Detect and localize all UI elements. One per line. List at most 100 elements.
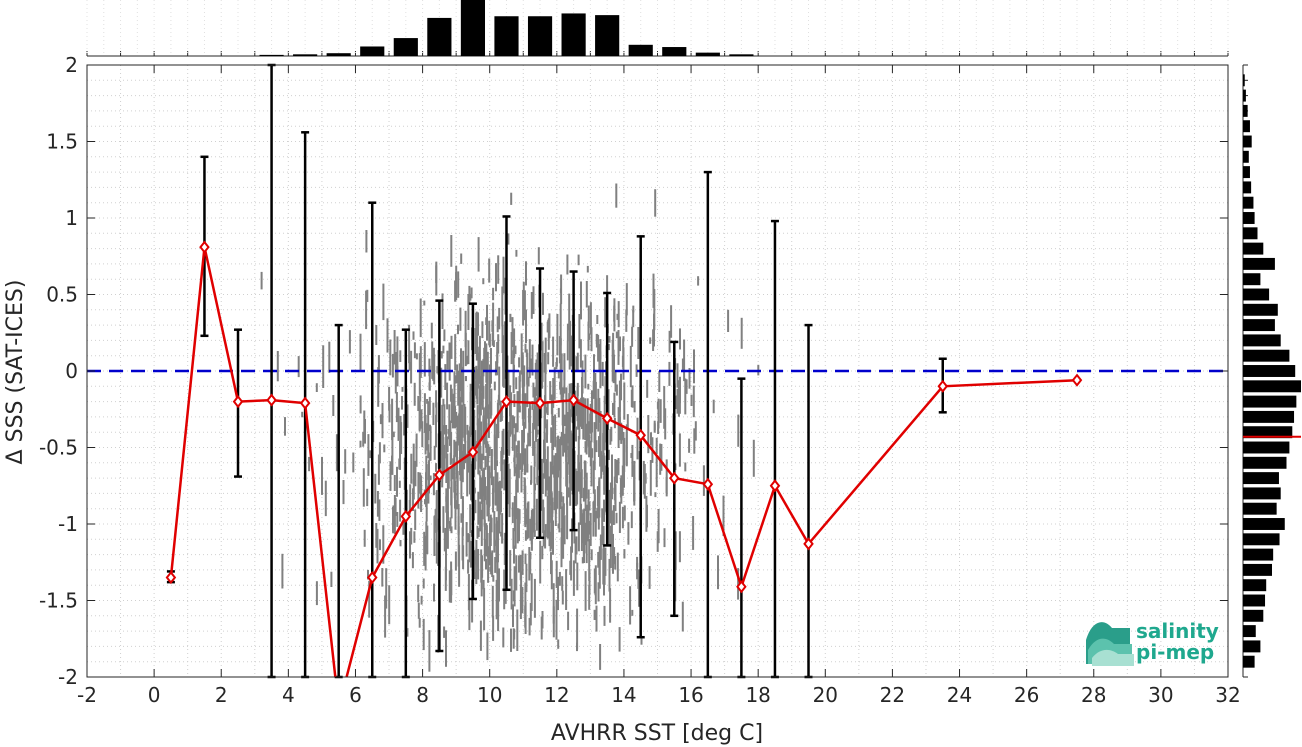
top-hist-bar bbox=[326, 53, 351, 56]
scatter-point bbox=[510, 192, 513, 205]
scatter-point bbox=[568, 383, 571, 394]
scatter-point bbox=[507, 463, 510, 505]
scatter-point bbox=[412, 331, 415, 340]
scatter-point bbox=[488, 320, 491, 346]
scatter-point bbox=[503, 321, 506, 357]
scatter-point bbox=[477, 356, 480, 389]
scatter-point bbox=[322, 345, 325, 388]
scatter-point bbox=[432, 355, 435, 381]
scatter-point bbox=[485, 317, 488, 325]
scatter-point bbox=[459, 451, 462, 481]
right-hist-bar bbox=[1243, 273, 1261, 286]
scatter-point bbox=[344, 449, 347, 474]
scatter-point bbox=[491, 332, 494, 346]
scatter-point bbox=[586, 265, 589, 273]
right-hist-bar bbox=[1243, 181, 1252, 194]
x-tick-label: 16 bbox=[678, 683, 703, 707]
right-hist-bar bbox=[1243, 410, 1295, 423]
scatter-point bbox=[523, 477, 526, 494]
scatter-point bbox=[366, 488, 369, 507]
scatter-point bbox=[657, 398, 660, 429]
scatter-point bbox=[425, 455, 428, 481]
scatter-point bbox=[598, 477, 601, 518]
scatter-point bbox=[737, 414, 740, 447]
scatter-point bbox=[603, 475, 606, 495]
scatter-point bbox=[498, 307, 501, 330]
scatter-point bbox=[473, 366, 476, 408]
scatter-point bbox=[492, 575, 495, 582]
scatter-point bbox=[571, 518, 573, 553]
scatter-point bbox=[454, 551, 457, 571]
scatter-point bbox=[469, 383, 472, 412]
scatter-point bbox=[522, 413, 525, 426]
scatter-point bbox=[668, 361, 671, 386]
scatter-point bbox=[587, 421, 590, 446]
scatter-point bbox=[433, 515, 436, 533]
scatter-point bbox=[465, 522, 468, 557]
scatter-point bbox=[550, 552, 552, 575]
scatter-point bbox=[532, 286, 535, 314]
scatter-point bbox=[422, 618, 425, 651]
scatter-point bbox=[475, 355, 478, 361]
scatter-point bbox=[684, 462, 687, 472]
y-tick-label: -1.5 bbox=[39, 589, 78, 613]
scatter-point bbox=[568, 360, 571, 370]
scatter-point bbox=[485, 539, 487, 557]
scatter-point bbox=[540, 458, 543, 481]
scatter-point bbox=[461, 527, 464, 561]
scatter-point bbox=[466, 453, 469, 497]
scatter-point bbox=[468, 599, 471, 631]
scatter-point bbox=[426, 399, 429, 404]
scatter-point bbox=[560, 353, 563, 369]
scatter-point bbox=[442, 425, 445, 448]
mean-marker bbox=[736, 580, 747, 594]
scatter-point bbox=[440, 351, 443, 359]
scatter-point bbox=[529, 603, 532, 626]
scatter-point bbox=[494, 557, 497, 573]
y-tick-labels: 2 1.5 1 0.5 0 -0.5 -1 -1.5 -2 bbox=[39, 53, 78, 689]
scatter-point bbox=[491, 320, 494, 332]
scatter-point bbox=[464, 310, 467, 348]
scatter-point bbox=[536, 352, 539, 385]
scatter-point bbox=[382, 525, 385, 564]
scatter-point bbox=[542, 292, 544, 315]
scatter-point bbox=[496, 472, 499, 512]
mean-marker bbox=[702, 477, 714, 491]
scatter-point bbox=[437, 542, 440, 566]
top-hist-bar bbox=[460, 0, 486, 56]
scatter-point bbox=[579, 339, 582, 368]
scatter-point bbox=[501, 286, 504, 327]
scatter-point bbox=[477, 418, 480, 460]
scatter-point bbox=[595, 440, 598, 453]
scatter-point bbox=[441, 293, 444, 329]
scatter-point bbox=[681, 601, 684, 632]
scatter-point bbox=[550, 394, 553, 415]
right-hist-bar bbox=[1243, 227, 1258, 240]
scatter-point bbox=[362, 468, 365, 507]
scatter-point bbox=[528, 401, 531, 419]
top-hist-bar bbox=[427, 17, 452, 57]
mean-marker bbox=[400, 509, 412, 523]
scatter-point bbox=[526, 444, 529, 473]
scatter-point bbox=[284, 417, 286, 436]
scatter-point bbox=[595, 605, 598, 632]
scatter-point bbox=[622, 347, 625, 380]
scatter-point bbox=[466, 424, 469, 435]
scatter-point bbox=[375, 523, 378, 548]
scatter-point bbox=[527, 433, 530, 447]
scatter-point bbox=[676, 363, 679, 388]
scatter-point bbox=[559, 303, 562, 346]
scatter-point bbox=[423, 342, 426, 377]
scatter-point bbox=[328, 341, 331, 373]
scatter-point bbox=[441, 449, 444, 488]
scatter-point bbox=[429, 424, 431, 432]
scatter-point bbox=[467, 533, 470, 543]
right-hist-bar bbox=[1243, 365, 1296, 377]
scatter-point bbox=[649, 460, 652, 496]
scatter-point bbox=[517, 440, 520, 452]
logo-waves-icon bbox=[1086, 622, 1134, 666]
scatter-point bbox=[508, 468, 511, 509]
scatter-point bbox=[607, 389, 610, 421]
scatter-point bbox=[740, 317, 743, 349]
scatter-point bbox=[568, 393, 571, 429]
